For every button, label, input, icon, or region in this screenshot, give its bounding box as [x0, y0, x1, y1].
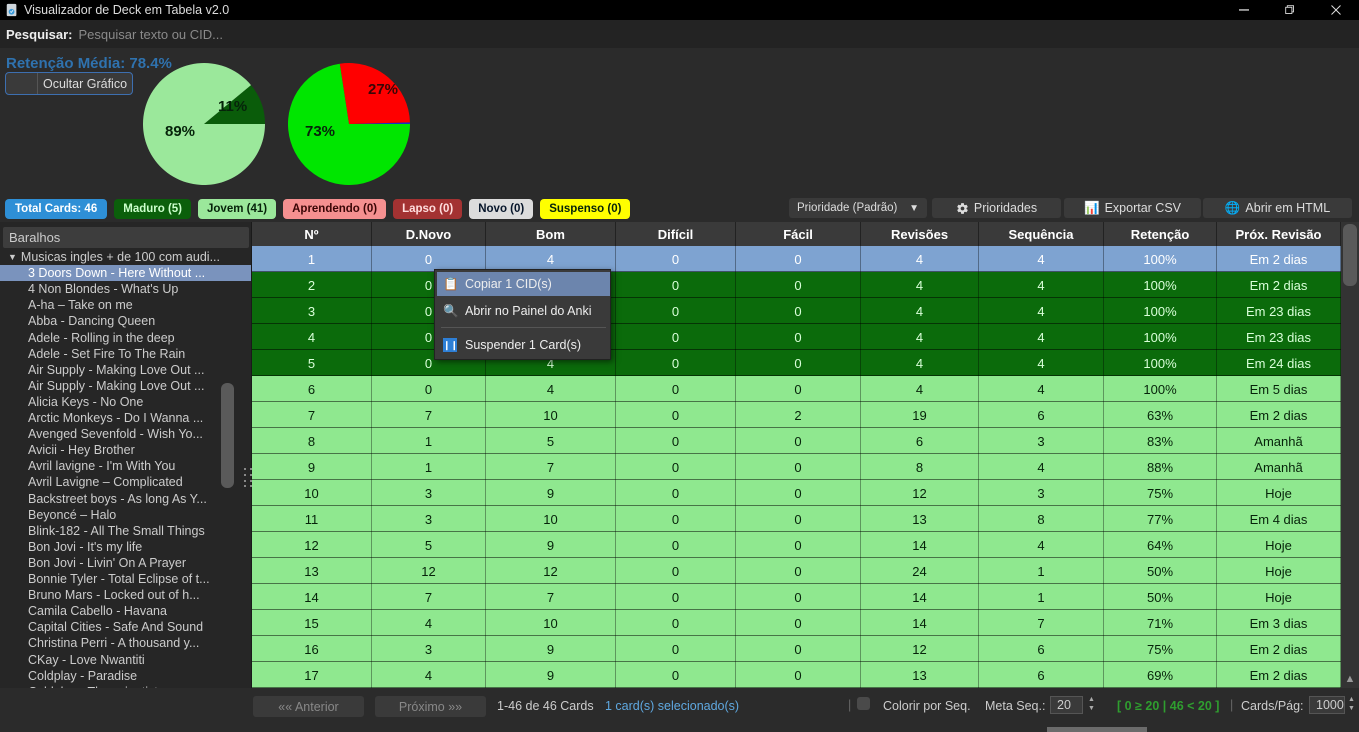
- svg-text:27%: 27%: [368, 81, 398, 98]
- svg-text:89%: 89%: [165, 123, 195, 140]
- svg-text:73%: 73%: [305, 123, 335, 140]
- svg-text:11%: 11%: [218, 98, 247, 115]
